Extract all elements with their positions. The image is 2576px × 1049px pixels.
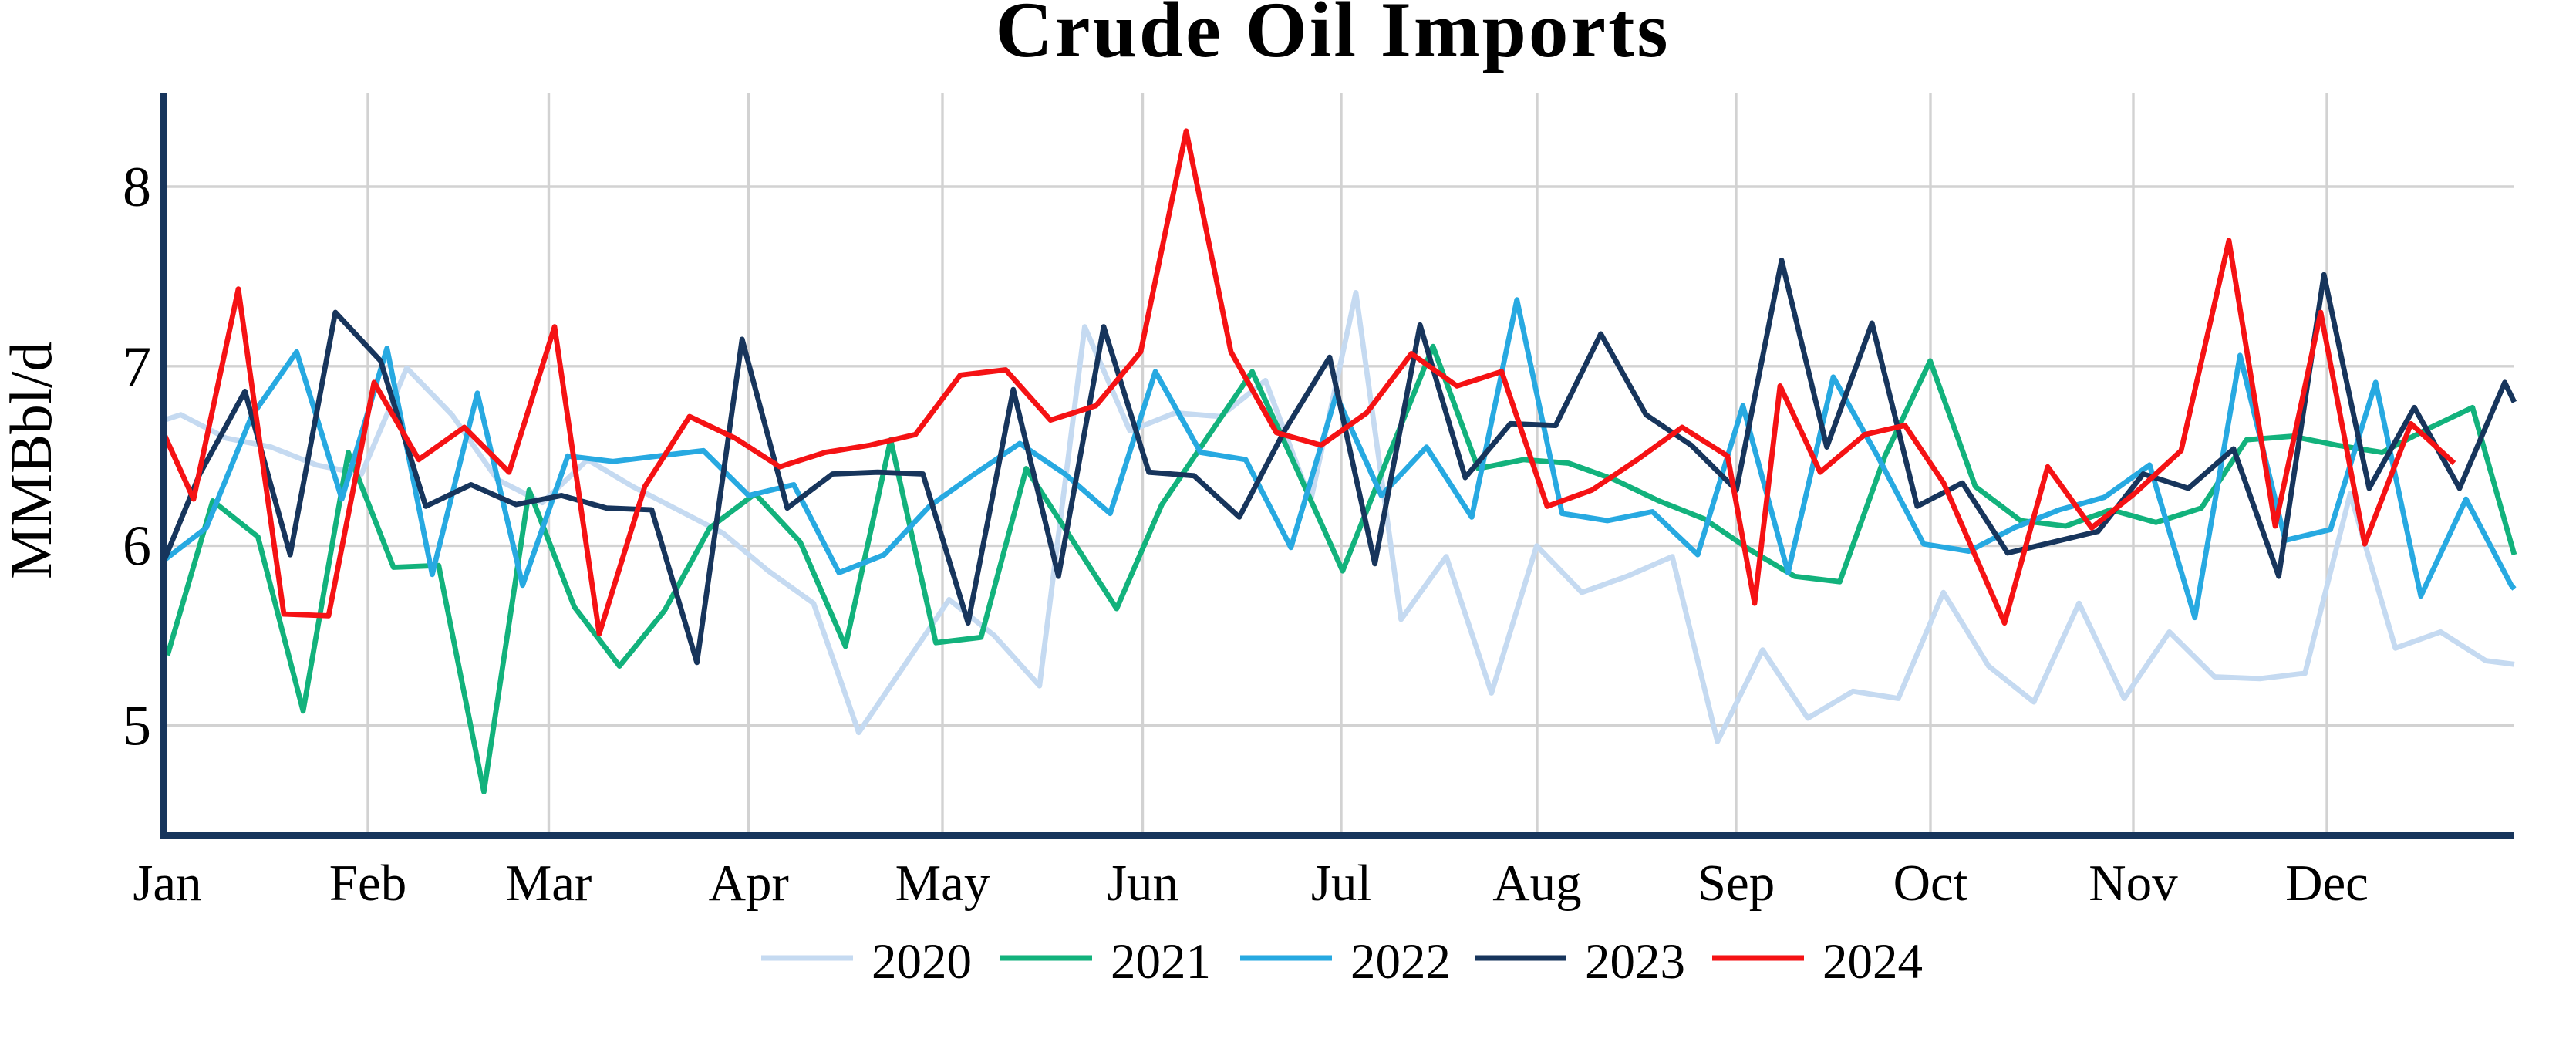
svg-text:Crude Oil Imports: Crude Oil Imports <box>996 0 1671 74</box>
svg-text:8: 8 <box>123 156 151 219</box>
svg-text:Dec: Dec <box>2285 855 2369 912</box>
svg-text:MMBbl/d: MMBbl/d <box>0 342 64 579</box>
svg-text:2021: 2021 <box>1111 934 1211 990</box>
svg-text:Jul: Jul <box>1311 855 1371 912</box>
svg-text:Jan: Jan <box>133 855 201 912</box>
svg-text:Sep: Sep <box>1698 855 1775 912</box>
svg-text:Oct: Oct <box>1893 855 1968 912</box>
svg-text:May: May <box>895 855 990 912</box>
svg-text:2023: 2023 <box>1585 934 1685 990</box>
svg-text:Apr: Apr <box>709 855 789 912</box>
svg-text:Mar: Mar <box>506 855 592 912</box>
svg-text:5: 5 <box>123 694 151 757</box>
svg-text:2022: 2022 <box>1350 934 1451 990</box>
svg-text:Nov: Nov <box>2089 855 2178 912</box>
svg-text:6: 6 <box>123 515 151 578</box>
svg-text:2024: 2024 <box>1822 934 1923 990</box>
svg-text:Aug: Aug <box>1492 855 1581 912</box>
svg-text:Feb: Feb <box>329 855 407 912</box>
svg-text:Jun: Jun <box>1107 855 1178 912</box>
svg-text:2020: 2020 <box>872 934 972 990</box>
svg-text:7: 7 <box>123 336 151 399</box>
